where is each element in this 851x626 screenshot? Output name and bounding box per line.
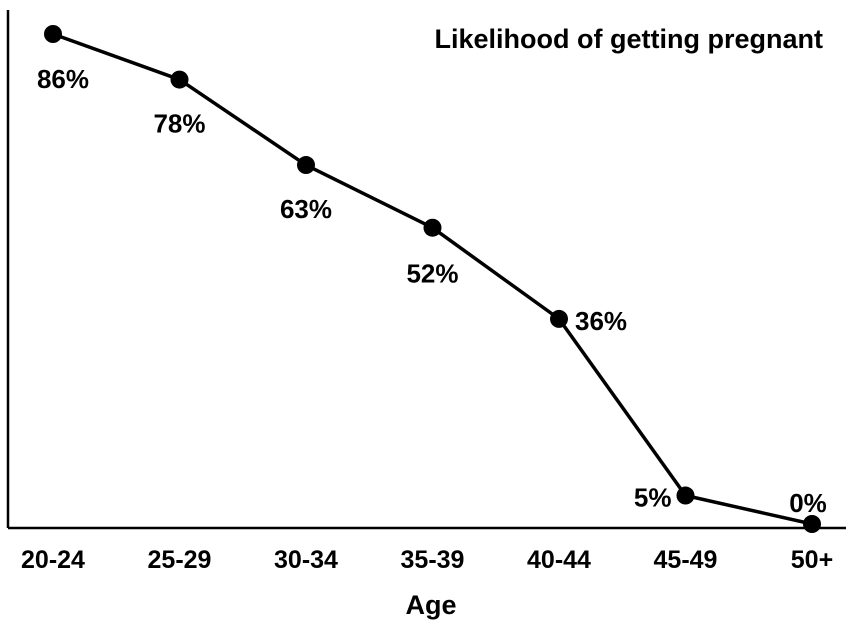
data-point-20-24	[44, 25, 62, 43]
data-labels: 86% 78% 63% 52% 36% 5% 0%	[37, 64, 827, 518]
data-label-20-24: 86%	[37, 64, 89, 94]
data-label-50+: 0%	[789, 488, 827, 518]
data-label-35-39: 52%	[406, 259, 458, 289]
data-point-30-34	[297, 156, 315, 175]
x-tick-label-40-44: 40-44	[527, 546, 591, 574]
x-tick-label-25-29: 25-29	[148, 546, 212, 574]
x-tick-label-50+: 50+	[791, 546, 833, 574]
x-axis-title: Age	[405, 590, 456, 620]
chart-title: Likelihood of getting pregnant	[435, 24, 823, 54]
data-points	[44, 25, 821, 533]
data-label-30-34: 63%	[280, 194, 332, 224]
x-tick-label-35-39: 35-39	[401, 546, 465, 574]
data-point-25-29	[170, 70, 189, 89]
data-label-45-49: 5%	[634, 483, 672, 513]
data-point-35-39	[423, 218, 442, 237]
data-label-40-44: 36%	[575, 306, 627, 336]
x-tick-label-45-49: 45-49	[654, 546, 718, 574]
data-point-45-49	[676, 486, 695, 505]
data-label-25-29: 78%	[153, 109, 205, 139]
data-point-50+	[803, 515, 821, 533]
data-point-40-44	[550, 309, 568, 328]
x-tick-label-30-34: 30-34	[274, 546, 338, 574]
x-tick-label-20-24: 20-24	[21, 546, 85, 574]
x-tick-labels: 20-24 25-29 30-34 35-39 40-44 45-49 50+	[21, 546, 833, 574]
